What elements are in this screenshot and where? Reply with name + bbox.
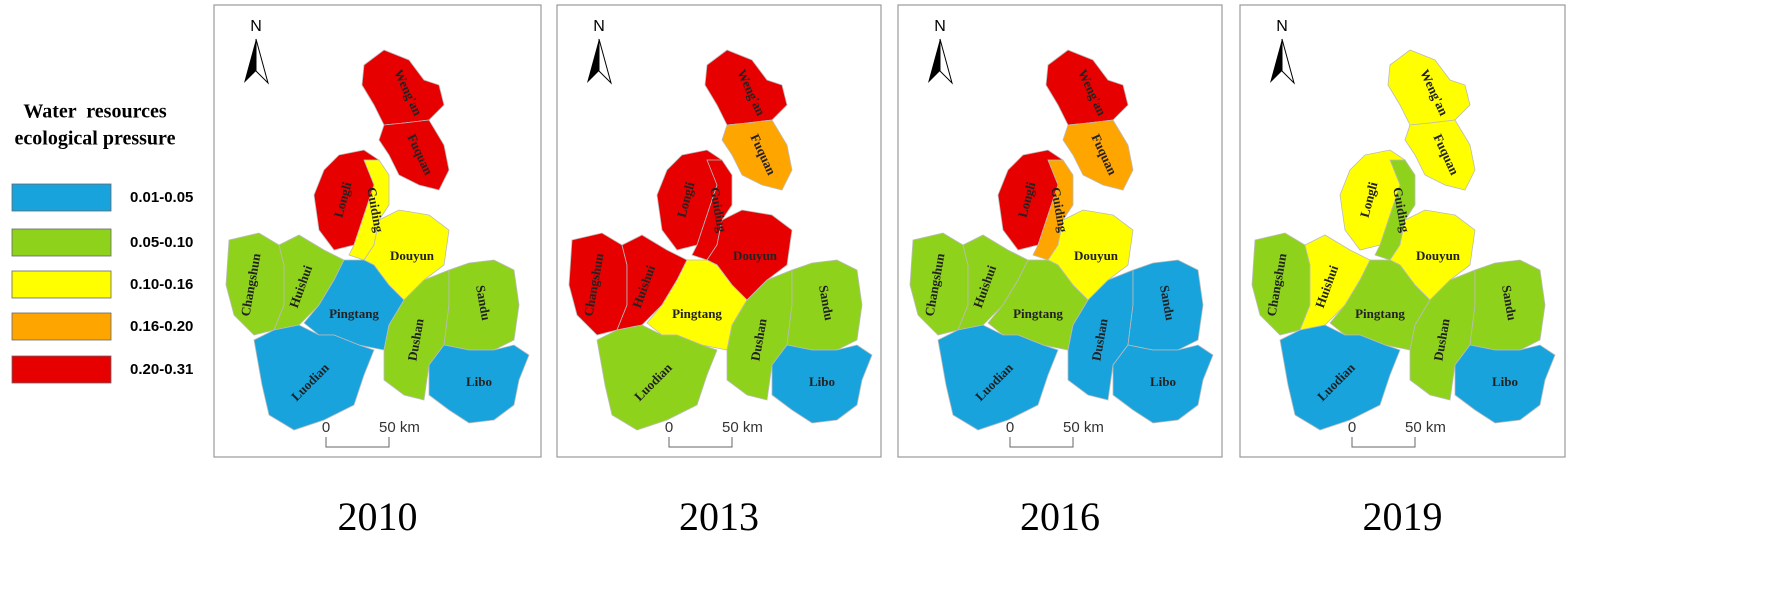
north-arrow-right — [1281, 38, 1295, 85]
county — [1469, 259, 1546, 351]
scale-label: 50 km — [1405, 419, 1446, 436]
county-label: Dushan — [1088, 317, 1110, 362]
scale-zero: 0 — [665, 419, 673, 436]
county — [1067, 269, 1134, 401]
county — [1127, 259, 1204, 351]
county — [303, 259, 405, 351]
county — [253, 324, 375, 431]
legend-swatch — [11, 270, 112, 299]
north-label: N — [934, 18, 946, 35]
year-label: 2019 — [1363, 494, 1443, 539]
county — [1404, 119, 1476, 191]
county-label: Douyun — [733, 248, 778, 263]
county-label: Pingtang — [329, 306, 379, 321]
north-label: N — [593, 18, 605, 35]
county — [1279, 324, 1401, 431]
county — [1329, 259, 1431, 351]
north-arrow-left — [1270, 39, 1282, 83]
county-label: Libo — [1492, 374, 1518, 389]
county — [443, 259, 520, 351]
north-arrow-right — [255, 38, 269, 85]
county-label: Pingtang — [672, 306, 722, 321]
county — [1112, 344, 1214, 424]
county-label: Libo — [466, 374, 492, 389]
north-arrow-left — [928, 39, 940, 83]
scale-label: 50 km — [379, 419, 420, 436]
county-label: Douyun — [1416, 248, 1461, 263]
county — [721, 119, 793, 191]
county — [726, 269, 793, 401]
north-arrow-left — [244, 39, 256, 83]
county — [378, 119, 450, 191]
north-label: N — [250, 18, 262, 35]
scale-bar — [668, 437, 733, 448]
panel-frame — [213, 4, 542, 458]
legend-swatch — [11, 355, 112, 384]
county-label: Pingtang — [1013, 306, 1063, 321]
legend-title: Water resources — [23, 101, 167, 123]
county — [987, 259, 1089, 351]
scale-label: 50 km — [1063, 419, 1104, 436]
county — [1454, 344, 1556, 424]
county — [771, 344, 873, 424]
panel-frame — [897, 4, 1223, 458]
county — [786, 259, 863, 351]
legend-label: 0.16-0.20 — [130, 318, 193, 335]
county-label: Libo — [1150, 374, 1176, 389]
county-label: Pingtang — [1355, 306, 1405, 321]
scale-zero: 0 — [1006, 419, 1014, 436]
scale-label: 50 km — [722, 419, 763, 436]
scale-bar — [1351, 437, 1416, 448]
scale-zero: 0 — [1348, 419, 1356, 436]
county — [361, 49, 445, 126]
county — [704, 49, 788, 126]
county-label: Libo — [809, 374, 835, 389]
county — [428, 344, 530, 424]
county-label: Dushan — [404, 317, 426, 362]
county — [1387, 49, 1471, 126]
panel-frame — [556, 4, 882, 458]
county — [1409, 269, 1476, 401]
county — [383, 269, 450, 401]
legend-label: 0.20-0.31 — [130, 361, 193, 378]
north-arrow-right — [598, 38, 612, 85]
legend-title: ecological pressure — [15, 128, 176, 150]
year-label: 2013 — [679, 494, 759, 539]
county — [937, 324, 1059, 431]
year-label: 2016 — [1020, 494, 1100, 539]
scale-bar — [1009, 437, 1074, 448]
scale-bar — [325, 437, 390, 448]
legend-label: 0.05-0.10 — [130, 234, 193, 251]
county-label: Sandu — [473, 284, 494, 321]
year-label: 2010 — [338, 494, 418, 539]
county — [1045, 49, 1129, 126]
county-label: Dushan — [747, 317, 769, 362]
county-label: Sandu — [1499, 284, 1520, 321]
scale-zero: 0 — [322, 419, 330, 436]
county-label: Douyun — [1074, 248, 1119, 263]
county-label: Dushan — [1430, 317, 1452, 362]
panel-frame — [1239, 4, 1566, 458]
county — [646, 259, 748, 351]
county-label: Sandu — [816, 284, 837, 321]
legend-label: 0.10-0.16 — [130, 276, 193, 293]
legend-swatch — [11, 312, 112, 341]
north-arrow-right — [939, 38, 953, 85]
legend-label: 0.01-0.05 — [130, 189, 193, 206]
county — [1062, 119, 1134, 191]
legend-swatch — [11, 183, 112, 212]
north-arrow-left — [587, 39, 599, 83]
legend-swatch — [11, 228, 112, 257]
county — [596, 324, 718, 431]
county-label: Sandu — [1157, 284, 1178, 321]
county-label: Douyun — [390, 248, 435, 263]
north-label: N — [1276, 18, 1288, 35]
